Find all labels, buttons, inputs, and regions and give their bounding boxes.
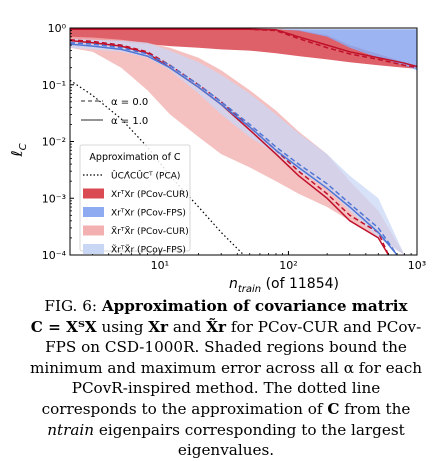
legend-box xyxy=(79,144,191,252)
legend-entry-label: XrᵀXr (PCov-CUR) xyxy=(111,190,189,200)
y-tick-label: 10⁻⁴ xyxy=(42,249,67,262)
axis-ticks: 10¹ 10² 10³ 10⁻⁴ 10⁻³ 10⁻² 10⁻¹ 10⁰ xyxy=(42,22,426,272)
caption-ntrain: ntrain xyxy=(47,420,95,439)
legend: α = 0.0 α = 1.0 Approximation of C ÛCΛ̂CÛCᵀ… xyxy=(79,97,191,256)
caption-equation: C = XᵀX xyxy=(30,317,97,336)
caption-text-4: from the xyxy=(339,399,411,418)
legend-entry-label: XrᵀXr (PCov-FPS) xyxy=(111,209,186,219)
legend-title: Approximation of C xyxy=(89,152,181,163)
x-tick-label: 10² xyxy=(279,259,297,272)
legend-swatch xyxy=(83,207,104,217)
legend-entry-label: X̃rᵀX̃r (PCov-FPS) xyxy=(111,244,186,256)
legend-swatch xyxy=(83,188,104,199)
legend-alpha-label: α = 0.0 xyxy=(111,97,148,108)
legend-swatch xyxy=(83,225,104,236)
legend-entry-label: ÛCΛ̂CÛCᵀ (PCA) xyxy=(111,170,180,182)
svg-text:ℓC: ℓC xyxy=(8,143,29,157)
caption-c: C xyxy=(327,399,340,418)
caption-text-5: eigenpairs corresponding to the largest … xyxy=(94,420,405,460)
y-tick-label: 10⁰ xyxy=(48,22,67,35)
band-0 xyxy=(70,29,417,69)
y-tick-label: 10⁻² xyxy=(42,136,66,149)
band-1 xyxy=(70,29,417,71)
caption-text-2: and xyxy=(168,317,207,336)
y-tick-label: 10⁻³ xyxy=(42,192,66,205)
legend-alpha-label: α = 1.0 xyxy=(111,116,148,127)
band-2 xyxy=(70,36,405,255)
series-line-2 xyxy=(70,39,390,255)
caption-text-3: for PCov-CUR and PCov-FPS on CSD-1000R. … xyxy=(30,317,422,418)
x-tick-label: 10¹ xyxy=(151,259,169,272)
figure-caption: FIG. 6: Approximation of covariance matr… xyxy=(30,296,422,461)
series-line-4 xyxy=(70,41,398,255)
plot-area xyxy=(70,28,417,255)
caption-xtr: X̃r xyxy=(206,317,227,336)
x-tick-label: 10³ xyxy=(408,259,426,272)
legend-swatch xyxy=(83,244,104,254)
caption-title: Approximation of covariance matrix xyxy=(101,297,408,315)
series-line-1 xyxy=(70,28,417,68)
legend-entry-label: X̃rᵀX̃r (PCov-CUR) xyxy=(111,225,189,237)
y-tick-label: 10⁻¹ xyxy=(42,79,66,92)
series-line-5 xyxy=(70,43,398,255)
series-line-3 xyxy=(70,39,390,255)
caption-text-1: using xyxy=(96,317,149,336)
caption-label: FIG. 6: xyxy=(44,297,97,315)
caption-xr: Xr xyxy=(148,317,169,336)
x-axis-label: ntrain (of 11854) xyxy=(229,276,339,295)
y-axis-label: ℓC xyxy=(8,143,29,157)
